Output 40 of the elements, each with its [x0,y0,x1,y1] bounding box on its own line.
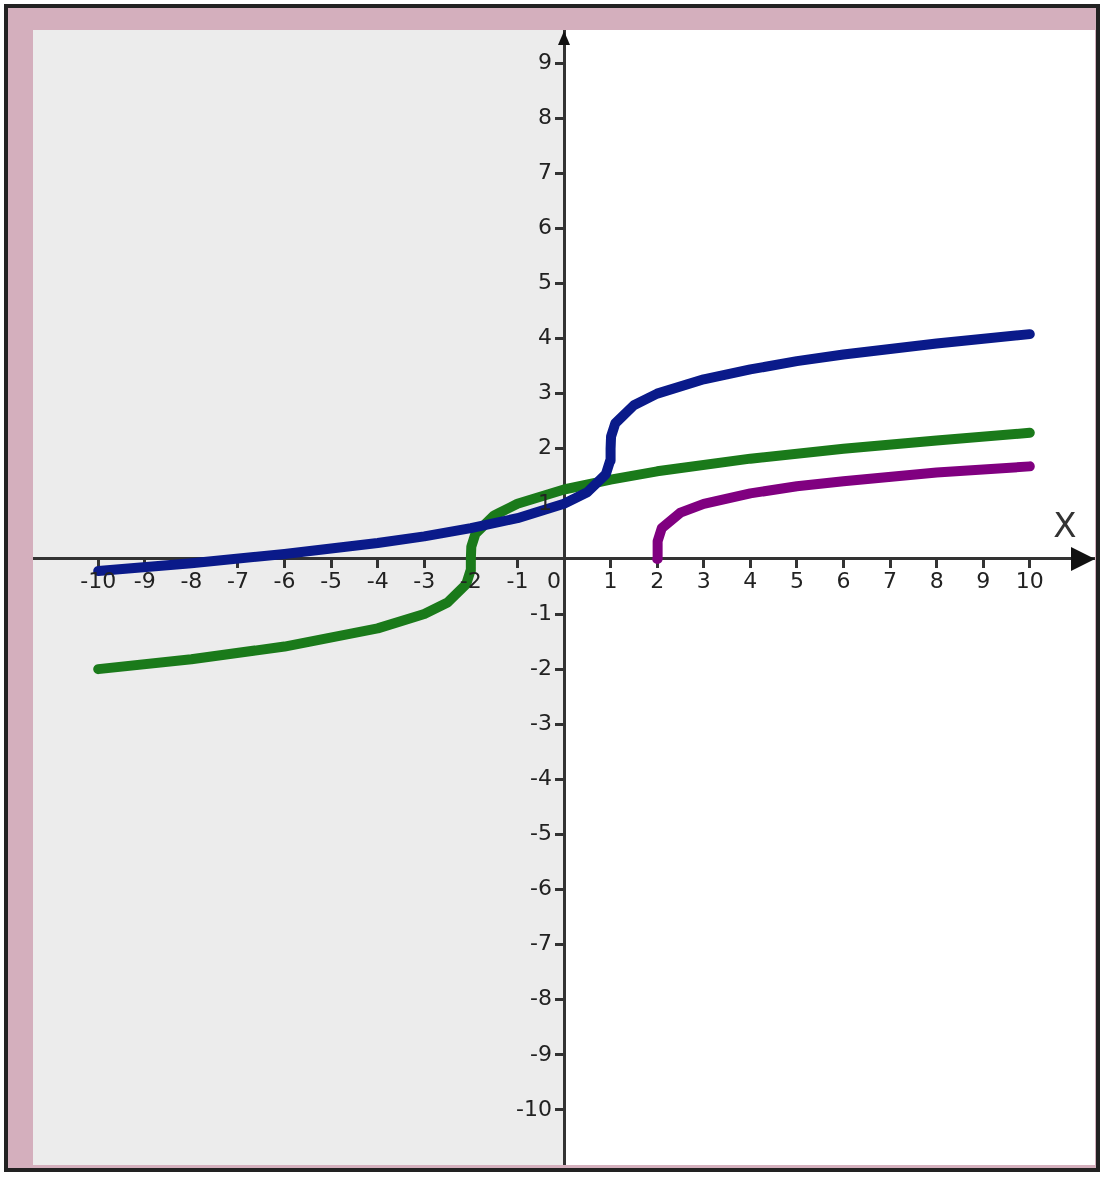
x-tick-label: -3 [413,567,436,593]
y-tick-label: 4 [538,324,552,350]
x-tick-label: 1 [603,567,618,593]
x-tick-label: -4 [366,567,389,593]
y-tick-label: -6 [530,875,552,901]
x-tick-label: -9 [133,567,156,593]
y-tick-label: 6 [538,214,552,240]
x-tick-label: 0 [547,567,561,593]
y-tick-label: -9 [530,1040,552,1066]
y-tick-label: -5 [530,820,552,846]
y-tick-label: -7 [530,930,552,956]
x-tick-label: 6 [836,567,851,593]
y-tick-label: 3 [538,379,552,405]
y-tick-label: 5 [538,269,552,295]
y-tick-label: -4 [530,765,552,791]
y-tick-label: -10 [516,1095,552,1121]
x-tick-label: -8 [180,567,203,593]
x-tick-label: 8 [929,567,944,593]
y-tick-label: -8 [530,985,552,1011]
y-tick-label: 7 [538,158,552,184]
x-tick-label: 9 [976,567,991,593]
y-tick-label: 2 [538,434,552,460]
x-tick-label: -6 [273,567,296,593]
x-tick-label: 2 [650,567,665,593]
y-tick-label: 9 [538,48,552,74]
x-tick-label: -5 [320,567,343,593]
x-tick-label: -1 [506,567,529,593]
x-axis-title: X [1053,504,1077,545]
x-tick-label: 7 [883,567,898,593]
y-tick-label: -3 [530,709,552,735]
y-tick-label: -1 [530,599,552,625]
x-tick-label: 4 [743,567,758,593]
x-tick-label: 10 [1015,567,1044,593]
x-tick-label: -10 [80,567,117,593]
y-tick-label: 8 [538,103,552,129]
y-tick-label: 1 [538,489,552,515]
x-tick-label: 5 [789,567,804,593]
x-tick-label: 3 [696,567,711,593]
y-tick-label: -2 [530,654,552,680]
x-tick-label: -7 [226,567,249,593]
